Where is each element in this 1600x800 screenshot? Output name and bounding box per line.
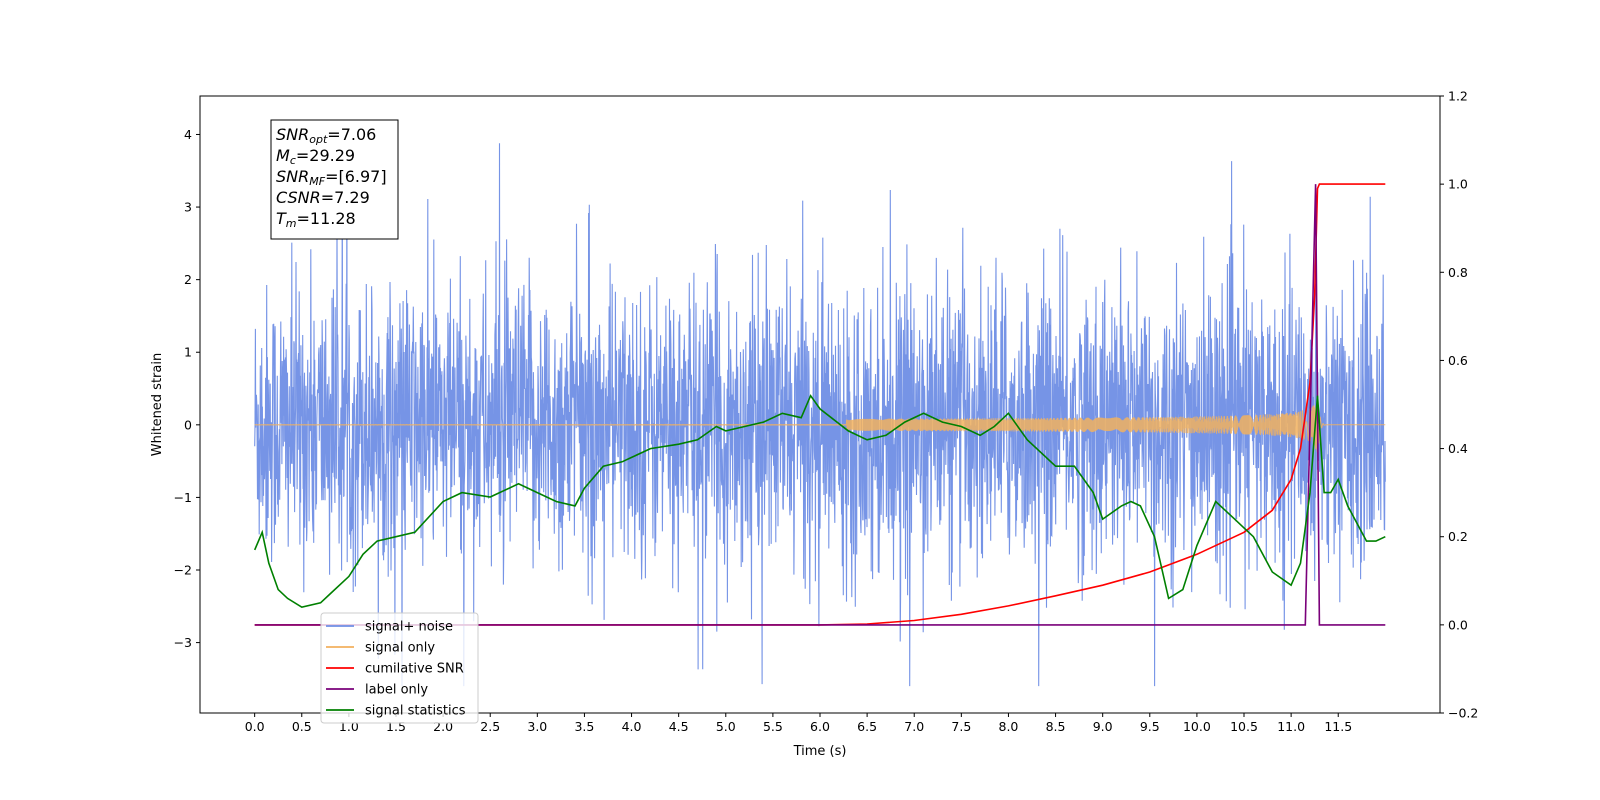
- info-box: SNRopt=7.06Mc=29.29SNRMF=[6.97]CSNR=7.29…: [270, 119, 399, 240]
- signal-only-line: [254, 381, 1386, 453]
- y2-tick-label: 0.0: [1448, 617, 1468, 632]
- x-tick-label: 4.0: [622, 719, 642, 734]
- info-line: SNRMF=[6.97]: [276, 167, 387, 188]
- legend-label: label only: [365, 683, 428, 698]
- legend-label: signal statistics: [365, 704, 466, 719]
- series-signal-noise: [254, 143, 1386, 687]
- series-cumilative-snr: [254, 183, 1386, 626]
- series-signal-statistics: [253, 394, 1386, 609]
- series-signal-only: [254, 381, 1386, 453]
- y-tick-label: 2: [184, 272, 192, 287]
- y2-tick-label: −0.2: [1448, 706, 1478, 721]
- x-tick-label: 5.5: [763, 719, 783, 734]
- x-tick-label: 11.5: [1324, 719, 1352, 734]
- x-tick-label: 3.0: [527, 719, 547, 734]
- y2-tick-label: 1.0: [1448, 177, 1468, 192]
- y2-tick-label: 0.2: [1448, 529, 1468, 544]
- cumilative-snr-line: [254, 183, 1386, 626]
- legend-label: cumilative SNR: [365, 662, 464, 677]
- x-tick-label: 5.0: [716, 719, 736, 734]
- y-tick-label: −1: [174, 490, 192, 505]
- y-tick-label: 3: [184, 200, 192, 215]
- legend-frame: [320, 612, 479, 724]
- info-line: CSNR=7.29: [276, 188, 370, 207]
- x-tick-label: 10.5: [1230, 719, 1258, 734]
- y-tick-label: −2: [174, 563, 192, 578]
- x-tick-label: 4.5: [669, 719, 689, 734]
- y-tick-label: 4: [184, 127, 192, 142]
- info-box-frame: [270, 119, 399, 240]
- x-tick-label: 9.0: [1093, 719, 1113, 734]
- y2-tick-label: 0.4: [1448, 441, 1468, 456]
- x-tick-label: 3.5: [574, 719, 594, 734]
- info-line: Tm=11.28: [276, 209, 356, 230]
- x-tick-label: 8.0: [999, 719, 1019, 734]
- x-tick-label: 0.5: [292, 719, 312, 734]
- x-axis-label: Time (s): [793, 744, 847, 759]
- x-tick-label: 6.0: [810, 719, 830, 734]
- legend-label: signal+ noise: [365, 620, 453, 635]
- y2-tick-label: 0.8: [1448, 265, 1468, 280]
- info-line: Mc=29.29: [276, 146, 355, 167]
- y-tick-label: 0: [184, 417, 192, 432]
- y-axis-right: 1.2 1.0 0.8 0.6 0.4 0.2 0.0 −0.2: [1440, 89, 1478, 721]
- legend-label: signal only: [365, 641, 435, 656]
- x-tick-label: 11.0: [1277, 719, 1305, 734]
- x-tick-label: 8.5: [1046, 719, 1066, 734]
- x-tick-label: 0.0: [245, 719, 265, 734]
- series-layer: [253, 143, 1386, 687]
- y-axis-left: 4 3 2 1 0 −1 −2 −3: [174, 127, 200, 650]
- y-tick-label: −3: [174, 635, 192, 650]
- y2-tick-label: 1.2: [1448, 89, 1468, 104]
- y-tick-label: 1: [184, 345, 192, 360]
- signal-statistics-line: [253, 394, 1386, 609]
- x-tick-label: 7.5: [951, 719, 971, 734]
- x-tick-label: 10.0: [1183, 719, 1211, 734]
- x-tick-label: 2.5: [480, 719, 500, 734]
- legend: signal+ noise signal only cumilative SNR la…: [320, 612, 479, 724]
- y2-tick-label: 0.6: [1448, 353, 1468, 368]
- y-axis-label: Whitened strain: [150, 353, 165, 456]
- x-tick-label: 9.5: [1140, 719, 1160, 734]
- info-line: SNRopt=7.06: [276, 125, 376, 146]
- x-tick-label: 6.5: [857, 719, 877, 734]
- signal-noise-line: [254, 143, 1386, 687]
- x-tick-label: 7.0: [904, 719, 924, 734]
